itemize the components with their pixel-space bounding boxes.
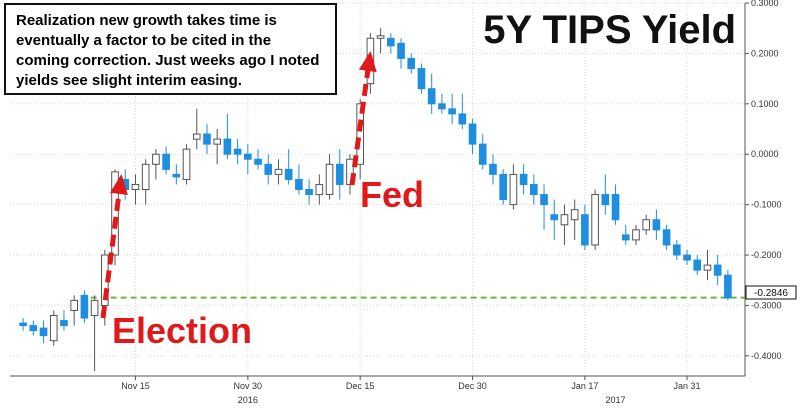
candle-body [519, 173, 528, 185]
candle-body [274, 168, 283, 175]
candle-body [203, 133, 211, 145]
candle-body [111, 171, 119, 256]
candle-body [397, 42, 405, 59]
candle-body [560, 214, 569, 226]
candle-body [591, 194, 599, 246]
candle-body [489, 163, 497, 175]
candle-body [468, 123, 477, 145]
candle-body [478, 143, 487, 165]
candle-body [305, 189, 313, 196]
y-tick-label: 0.3000 [751, 0, 779, 8]
candle-body [438, 103, 446, 110]
candle-body [724, 274, 732, 299]
candle-body [70, 299, 78, 311]
candle-body [713, 264, 722, 276]
candle-body [427, 88, 436, 105]
candle-body [356, 103, 364, 165]
candle-body [611, 194, 620, 221]
candle-body [621, 234, 630, 241]
candle-body [448, 108, 456, 115]
candle-body [642, 219, 650, 231]
candle-body [60, 320, 68, 327]
candle-body [39, 327, 48, 337]
candle-body [80, 294, 89, 319]
candle-body [141, 163, 150, 191]
candle-body [652, 219, 661, 231]
candle-body [325, 163, 334, 196]
candle-body [376, 35, 385, 39]
candle-body [530, 183, 538, 196]
arrow-head [358, 51, 377, 73]
candle-body [581, 214, 589, 246]
candle-body [540, 194, 548, 206]
candle-body [264, 163, 273, 175]
candle-body [172, 173, 181, 178]
candle-body [162, 153, 170, 170]
candle-body [295, 178, 303, 190]
x-tick-label: Dec 15 [346, 381, 375, 391]
fed-annotation: Fed [360, 174, 424, 215]
y-tick-label: 0.0000 [751, 149, 779, 159]
arrows [100, 51, 377, 319]
candle-body [223, 138, 232, 155]
candle-body [458, 113, 467, 125]
candle-body [29, 325, 38, 332]
candle-body [233, 148, 242, 155]
candle-body [19, 322, 27, 327]
x-tick-label: Nov 15 [121, 381, 150, 391]
candle-body [244, 153, 252, 160]
chart-title: 5Y TIPS Yield [483, 8, 736, 52]
arrow-shaft [349, 54, 373, 186]
arrow-shaft [100, 177, 124, 319]
candle-body [509, 173, 518, 206]
candle-body [601, 194, 610, 206]
last-value-label: -0.2846 [754, 288, 788, 299]
candles [19, 28, 732, 371]
candle-body [192, 133, 201, 140]
x-tick-label: Nov 30 [234, 381, 263, 391]
candle-body [315, 183, 324, 196]
candle-body [49, 315, 58, 342]
axes: 0.3000 0.2000 0.1000 0.0000 -0.1000 -0.2000 -0… [10, 0, 782, 405]
year-label: 2016 [238, 395, 258, 405]
candle-body [254, 158, 262, 165]
note-box: Realization new growth takes time is eve… [4, 3, 337, 95]
arrow-head [110, 174, 128, 196]
y-tick-label: -0.3000 [751, 300, 782, 310]
y-tick-label: 0.2000 [751, 48, 779, 58]
x-tick-label: Jan 17 [571, 381, 598, 391]
y-tick-label: 0.1000 [751, 99, 779, 109]
candle-body [662, 229, 671, 246]
candle-body [213, 138, 221, 145]
candle-body [683, 254, 691, 261]
last-value-box: -0.2846 [745, 285, 797, 300]
candle-body [570, 209, 579, 221]
note-text: Realization new growth takes time is eve… [16, 12, 320, 89]
y-tick-label: -0.1000 [751, 200, 782, 210]
grid-lines [10, 2, 745, 376]
candle-body [693, 259, 702, 271]
candle-body [703, 264, 712, 271]
candle-body [417, 68, 426, 90]
candle-body [90, 299, 99, 317]
candle-body [387, 37, 395, 47]
candle-body [407, 57, 416, 70]
y-tick-label: -0.2000 [751, 250, 782, 260]
x-tick-label: Jan 31 [674, 381, 701, 391]
candle-body [182, 148, 191, 180]
candle-body [673, 244, 681, 256]
candle-body [550, 214, 559, 221]
year-label: 2017 [606, 395, 626, 405]
x-tick-label: Dec 30 [458, 381, 487, 391]
candle-body [499, 173, 507, 201]
candle-body [632, 229, 640, 241]
candle-body [284, 168, 293, 180]
y-tick-label: -0.4000 [751, 351, 782, 361]
candle-body [131, 183, 140, 190]
candle-body [152, 153, 160, 165]
election-annotation: Election [112, 310, 252, 351]
candle-body [335, 163, 344, 185]
